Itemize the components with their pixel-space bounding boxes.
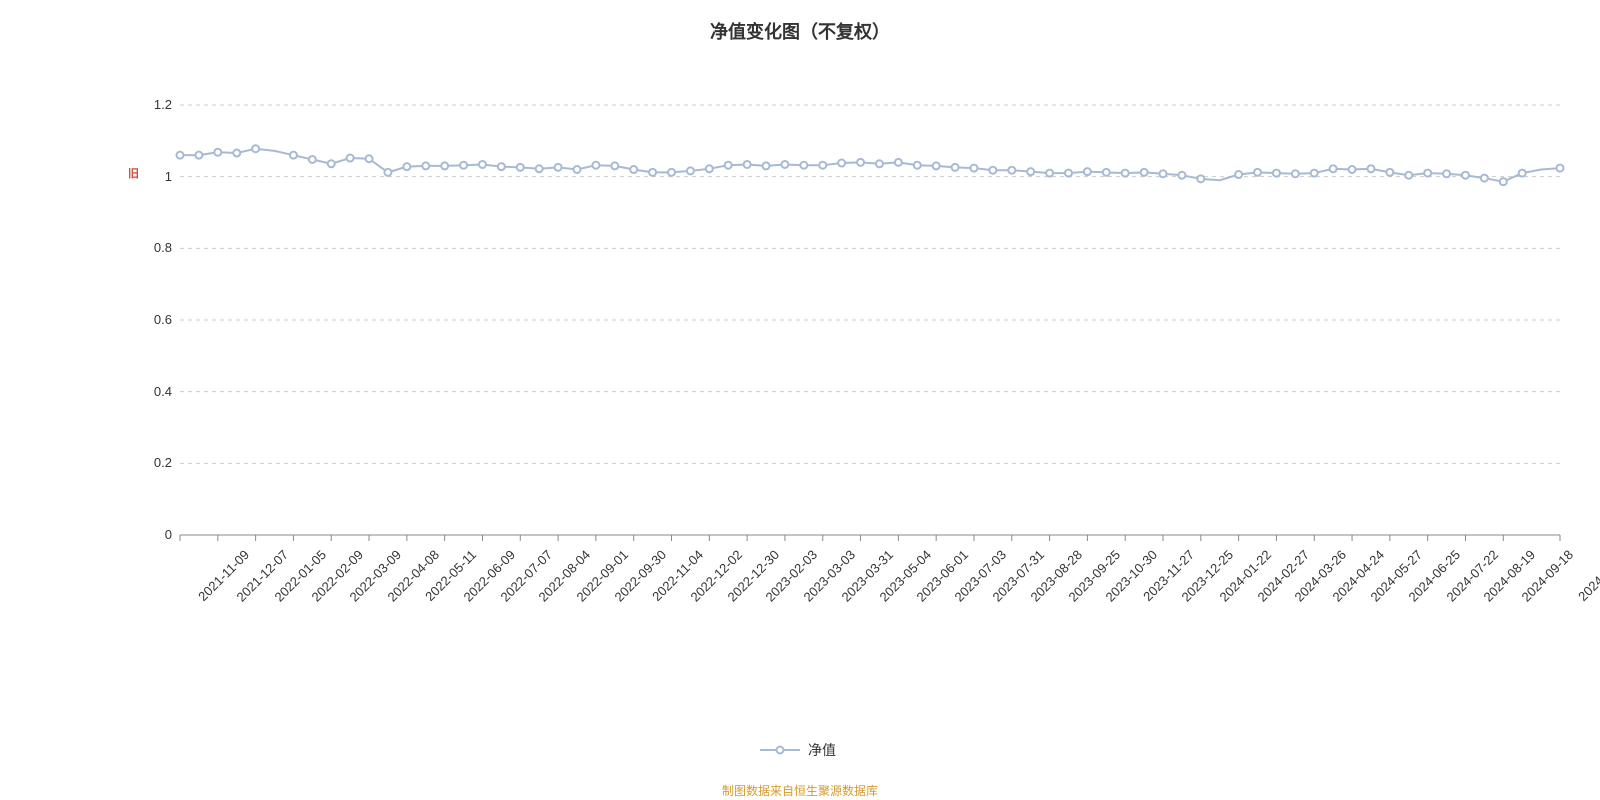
y-tick-label: 0.2: [132, 455, 172, 470]
y-tick-label: 0.8: [132, 240, 172, 255]
legend: 净值: [760, 740, 836, 760]
chart-container: { "chart": { "type": "line", "title": "净…: [0, 0, 1600, 800]
y-tick-label: 0.4: [132, 384, 172, 399]
chart-svg: [0, 0, 1600, 800]
legend-label: 净值: [808, 740, 836, 760]
y-tick-label: 0: [132, 527, 172, 542]
chart-footer: 制图数据来自恒生聚源数据库: [0, 782, 1600, 799]
y-tick-label: 0.6: [132, 312, 172, 327]
y-tick-label: 1: [132, 169, 172, 184]
legend-marker: [760, 744, 800, 756]
y-tick-label: 1.2: [132, 97, 172, 112]
